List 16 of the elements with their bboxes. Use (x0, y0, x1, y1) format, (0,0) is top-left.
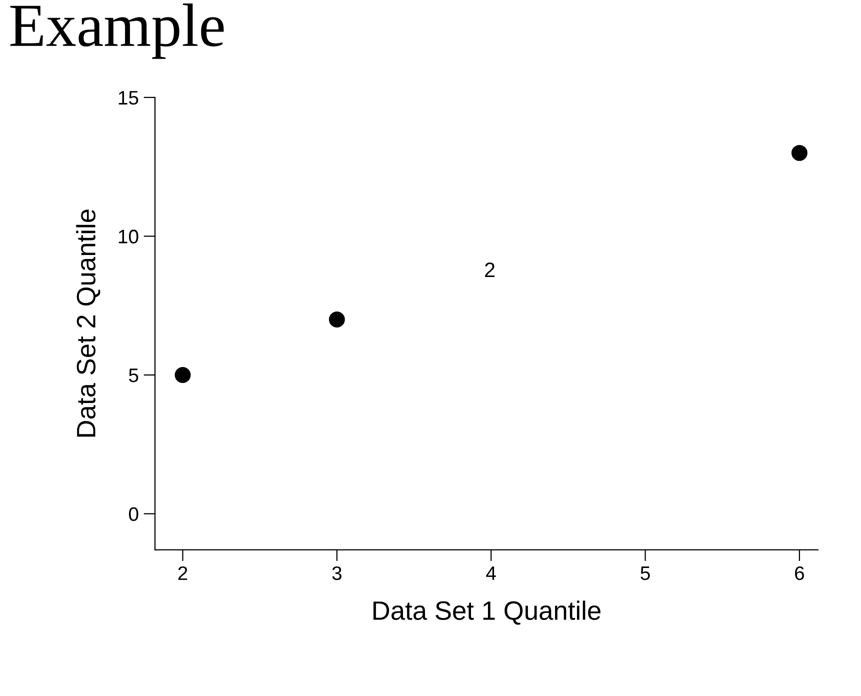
y-tick-label: 10 (118, 230, 138, 244)
y-axis-title: Data Set 2 Quantile (76, 210, 100, 437)
x-tick-label: 5 (640, 566, 650, 580)
y-tick-label: 15 (118, 91, 138, 105)
x-tick-label: 2 (178, 566, 188, 580)
x-tick-label: 3 (332, 566, 342, 580)
x-tick-label: 4 (486, 566, 496, 580)
annotation: 2 (485, 262, 495, 277)
point (174, 367, 191, 383)
y-tick-label: 0 (128, 507, 138, 521)
y-tick-label: 5 (128, 368, 138, 382)
point (791, 144, 808, 161)
x-tick-label: 6 (795, 566, 804, 580)
x-axis-title: Data Set 1 Quantile (373, 600, 600, 625)
point (328, 312, 345, 328)
chart-title: Example (10, 3, 224, 59)
